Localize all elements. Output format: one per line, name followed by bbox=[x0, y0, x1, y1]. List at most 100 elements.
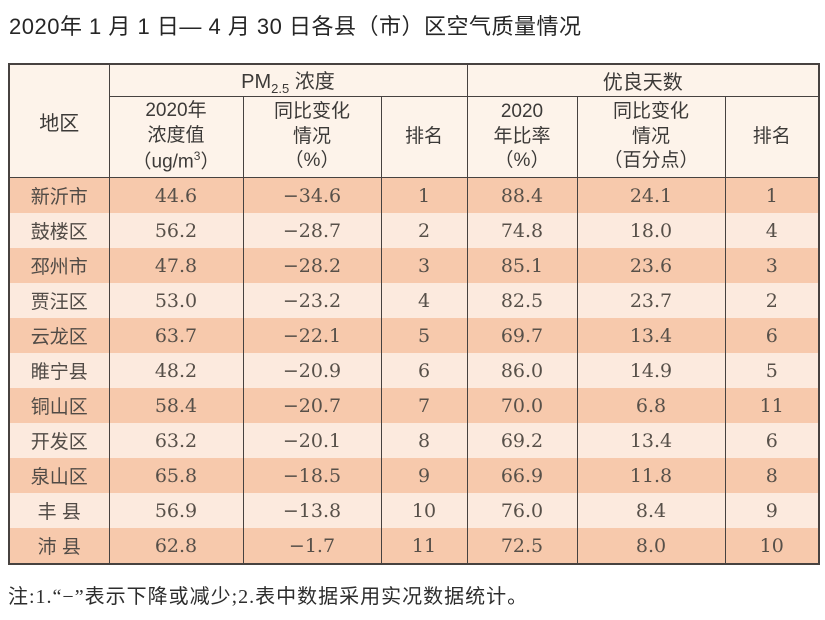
pm-value-cell: 53.0 bbox=[108, 283, 244, 318]
days-ratio-cell: 70.0 bbox=[466, 388, 578, 423]
days-ratio-cell: 69.7 bbox=[466, 318, 578, 353]
days-change-cell: 14.9 bbox=[576, 353, 726, 388]
header-line: 同比变化 bbox=[273, 100, 350, 122]
unit-superscript: 3 bbox=[193, 148, 201, 163]
pm-change-cell: −13.8 bbox=[242, 493, 382, 528]
days-ratio-cell: 72.5 bbox=[466, 528, 578, 564]
days-ratio-cell: 69.2 bbox=[466, 423, 578, 458]
region-cell: 云龙区 bbox=[8, 318, 110, 353]
pm-rank-cell: 10 bbox=[380, 493, 468, 528]
days-rank-cell: 2 bbox=[724, 283, 820, 318]
table-row: 沛 县 62.8 −1.7 11 72.5 8.0 10 bbox=[8, 528, 820, 564]
days-rank-cell: 8 bbox=[724, 458, 820, 493]
column-header-pm-change: 同比变化 情况 （%） bbox=[242, 96, 382, 178]
pm25-label-subscript: 2.5 bbox=[271, 81, 290, 96]
pm-value-cell: 58.4 bbox=[108, 388, 244, 423]
region-cell: 睢宁县 bbox=[8, 353, 110, 388]
region-cell: 贾汪区 bbox=[8, 283, 110, 318]
column-header-pm-rank: 排名 bbox=[380, 96, 468, 178]
pm-rank-cell: 8 bbox=[380, 423, 468, 458]
days-rank-cell: 5 bbox=[724, 353, 820, 388]
pm-rank-cell: 6 bbox=[380, 353, 468, 388]
pm-value-cell: 44.6 bbox=[108, 177, 244, 213]
region-cell: 丰 县 bbox=[8, 493, 110, 528]
pm-change-cell: −34.6 bbox=[242, 177, 382, 213]
days-ratio-cell: 82.5 bbox=[466, 283, 578, 318]
table-row: 贾汪区 53.0 −23.2 4 82.5 23.7 2 bbox=[8, 283, 820, 318]
pm-change-cell: −22.1 bbox=[242, 318, 382, 353]
pm-value-cell: 63.7 bbox=[108, 318, 244, 353]
pm-change-cell: −20.9 bbox=[242, 353, 382, 388]
pm-value-cell: 63.2 bbox=[108, 423, 244, 458]
table-header: 地区 PM2.5 浓度 优良天数 2020年 浓度值 （ug/m3） 同比变化 … bbox=[8, 63, 820, 178]
unit-suffix: ） bbox=[200, 151, 220, 172]
pm-value-cell: 48.2 bbox=[108, 353, 244, 388]
header-line: （%） bbox=[284, 150, 340, 172]
days-ratio-cell: 88.4 bbox=[466, 177, 578, 213]
table-body: 新沂市 44.6 −34.6 1 88.4 24.1 1 鼓楼区 56.2 −2… bbox=[8, 177, 820, 564]
header-line: 2020 bbox=[500, 100, 544, 122]
column-header-pm-value: 2020年 浓度值 （ug/m3） bbox=[108, 96, 244, 178]
days-rank-cell: 1 bbox=[724, 177, 820, 213]
sub-header-row: 2020年 浓度值 （ug/m3） 同比变化 情况 （%） 排名 2020 年比… bbox=[9, 96, 820, 178]
region-cell: 铜山区 bbox=[8, 388, 110, 423]
days-rank-cell: 3 bbox=[724, 248, 820, 283]
days-change-cell: 24.1 bbox=[576, 177, 726, 213]
pm-rank-cell: 3 bbox=[380, 248, 468, 283]
days-change-cell: 23.7 bbox=[576, 283, 726, 318]
pm-change-cell: −18.5 bbox=[242, 458, 382, 493]
pm25-label-suffix: 浓度 bbox=[289, 71, 335, 93]
region-cell: 开发区 bbox=[8, 423, 110, 458]
pm-change-cell: −20.1 bbox=[242, 423, 382, 458]
days-rank-cell: 6 bbox=[724, 423, 820, 458]
pm-rank-cell: 2 bbox=[380, 213, 468, 248]
table-row: 开发区 63.2 −20.1 8 69.2 13.4 6 bbox=[8, 423, 820, 458]
pm-rank-cell: 4 bbox=[380, 283, 468, 318]
pm-change-cell: −20.7 bbox=[242, 388, 382, 423]
header-line: 情况 bbox=[292, 125, 331, 147]
pm-change-cell: −1.7 bbox=[242, 528, 382, 564]
days-ratio-cell: 76.0 bbox=[466, 493, 578, 528]
days-change-cell: 8.0 bbox=[576, 528, 726, 564]
table-row: 丰 县 56.9 −13.8 10 76.0 8.4 9 bbox=[8, 493, 820, 528]
air-quality-table: 地区 PM2.5 浓度 优良天数 2020年 浓度值 （ug/m3） 同比变化 … bbox=[8, 63, 821, 565]
header-line: 情况 bbox=[631, 125, 670, 147]
days-ratio-cell: 66.9 bbox=[466, 458, 578, 493]
table-row: 睢宁县 48.2 −20.9 6 86.0 14.9 5 bbox=[8, 353, 820, 388]
table-row: 新沂市 44.6 −34.6 1 88.4 24.1 1 bbox=[8, 177, 820, 213]
pm-value-cell: 47.8 bbox=[108, 248, 244, 283]
region-cell: 邳州市 bbox=[8, 248, 110, 283]
page-title: 2020年 1 月 1 日— 4 月 30 日各县（市）区空气质量情况 bbox=[9, 14, 582, 39]
pm25-label-prefix: PM bbox=[241, 71, 272, 93]
group-header-good-days: 优良天数 bbox=[466, 63, 820, 97]
pm-rank-cell: 7 bbox=[380, 388, 468, 423]
days-ratio-cell: 85.1 bbox=[466, 248, 578, 283]
pm-change-cell: −23.2 bbox=[242, 283, 382, 318]
header-line: （百分点） bbox=[603, 150, 699, 172]
column-header-region: 地区 bbox=[8, 63, 110, 178]
days-rank-cell: 4 bbox=[724, 213, 820, 248]
header-line: 年比率 bbox=[493, 125, 551, 147]
days-change-cell: 13.4 bbox=[576, 318, 726, 353]
pm-rank-cell: 11 bbox=[380, 528, 468, 564]
days-rank-cell: 9 bbox=[724, 493, 820, 528]
column-header-days-ratio: 2020 年比率 （%） bbox=[466, 96, 578, 178]
header-line: （ug/m3） bbox=[110, 149, 243, 175]
pm-value-cell: 65.8 bbox=[108, 458, 244, 493]
days-rank-cell: 6 bbox=[724, 318, 820, 353]
pm-value-cell: 62.8 bbox=[108, 528, 244, 564]
days-change-cell: 18.0 bbox=[576, 213, 726, 248]
pm-change-cell: −28.7 bbox=[242, 213, 382, 248]
pm-rank-cell: 9 bbox=[380, 458, 468, 493]
footnote: 注:1.“−”表示下降或减少;2.表中数据采用实况数据统计。 bbox=[8, 586, 529, 608]
table-row: 云龙区 63.7 −22.1 5 69.7 13.4 6 bbox=[8, 318, 820, 353]
header-line: （%） bbox=[494, 150, 550, 172]
table-row: 鼓楼区 56.2 −28.7 2 74.8 18.0 4 bbox=[8, 213, 820, 248]
column-header-days-rank: 排名 bbox=[724, 96, 820, 178]
days-ratio-cell: 74.8 bbox=[466, 213, 578, 248]
region-cell: 新沂市 bbox=[8, 177, 110, 213]
days-rank-cell: 10 bbox=[724, 528, 820, 564]
region-cell: 鼓楼区 bbox=[8, 213, 110, 248]
days-change-cell: 8.4 bbox=[576, 493, 726, 528]
